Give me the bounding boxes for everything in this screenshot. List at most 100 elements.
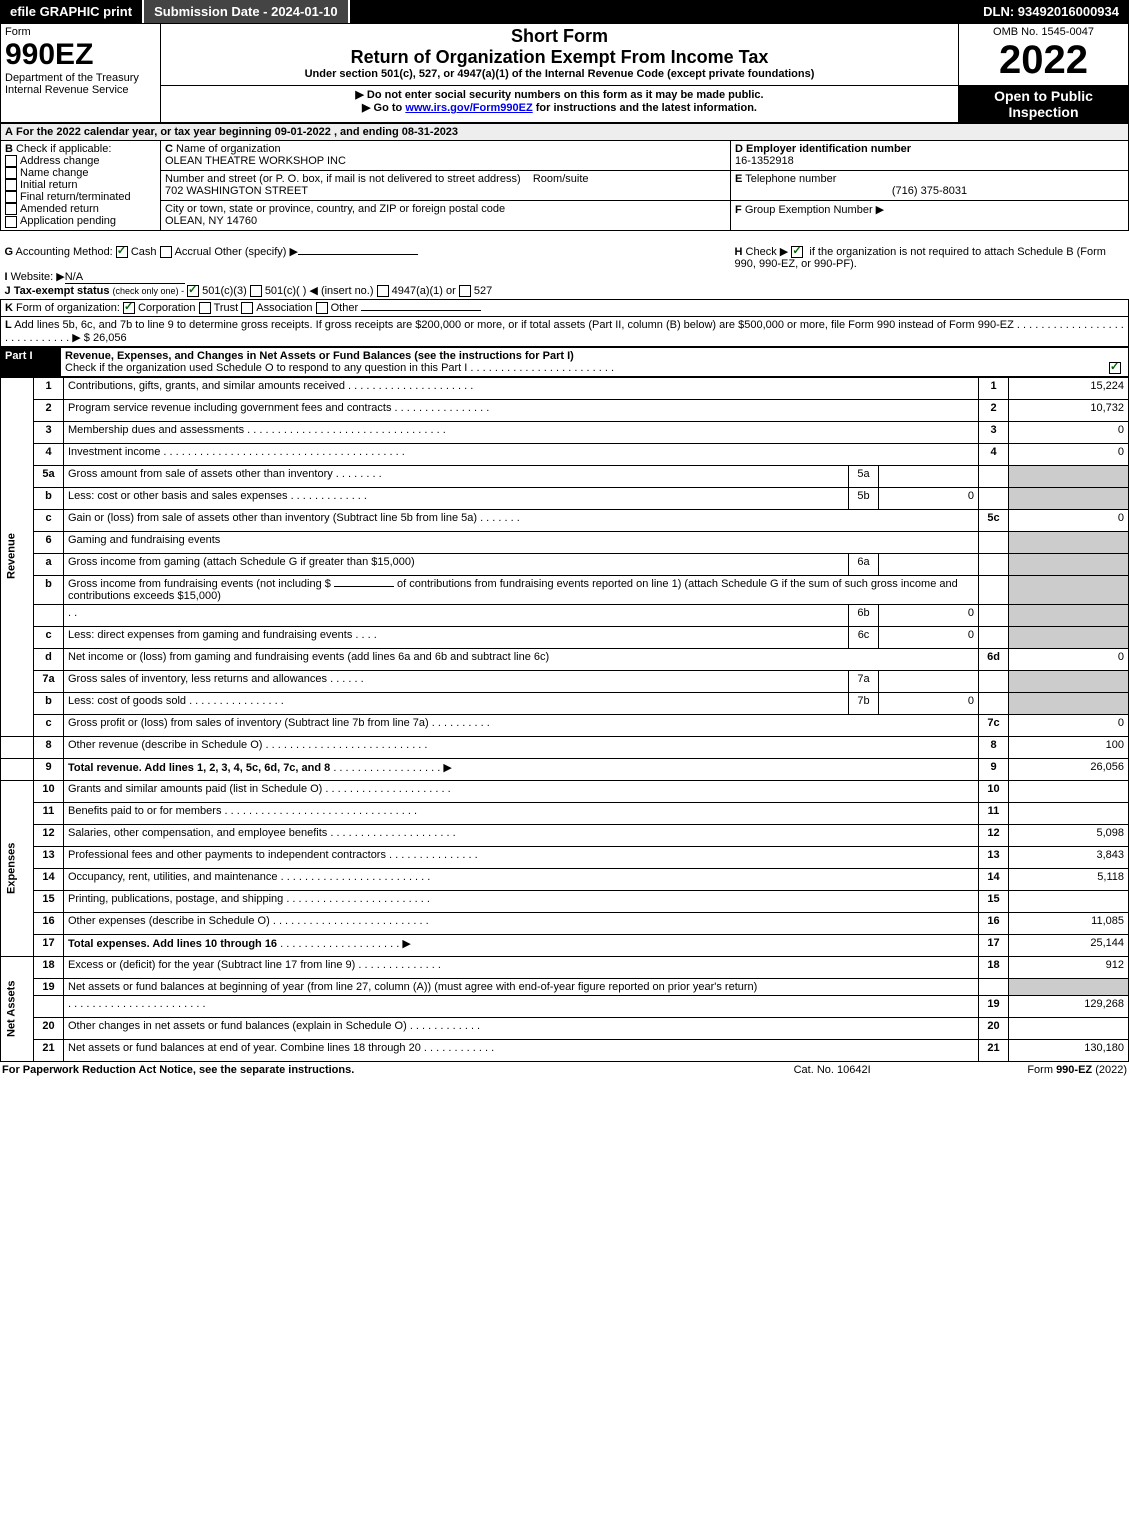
line-3-label: Membership dues and assessments — [68, 424, 244, 436]
line-21-num: 21 — [979, 1039, 1009, 1061]
line-8-val: 100 — [1009, 736, 1129, 758]
line-7b-label: Less: cost of goods sold — [68, 695, 186, 707]
line-5b-num-gray — [979, 487, 1009, 509]
checkbox-schedule-b[interactable] — [791, 246, 803, 258]
line-6a-val-gray — [1009, 553, 1129, 575]
line-16-val: 11,085 — [1009, 912, 1129, 934]
line-5a-subnum: 5a — [849, 465, 879, 487]
line-13-num: 13 — [979, 846, 1009, 868]
line-7a-subval — [879, 670, 979, 692]
line-16-num: 16 — [979, 912, 1009, 934]
line-15-num: 15 — [979, 890, 1009, 912]
checkbox-cash[interactable] — [116, 246, 128, 258]
line-5a-val-gray — [1009, 465, 1129, 487]
line-7c-val: 0 — [1009, 714, 1129, 736]
line-14-val: 5,118 — [1009, 868, 1129, 890]
line-6-label: Gaming and fundraising events — [64, 531, 979, 553]
part-i-table: Revenue 1 Contributions, gifts, grants, … — [0, 377, 1129, 1062]
city-label: City or town, state or province, country… — [165, 203, 505, 215]
opt-4947: 4947(a)(1) or — [392, 285, 456, 297]
line-5b-subval: 0 — [879, 487, 979, 509]
checkbox-4947[interactable] — [377, 285, 389, 297]
irs-label: Internal Revenue Service — [5, 84, 129, 96]
line-6c-num-gray — [979, 626, 1009, 648]
opt-501c3: 501(c)(3) — [202, 285, 247, 297]
title-return: Return of Organization Exempt From Incom… — [165, 47, 954, 68]
empty-left-2 — [1, 758, 34, 780]
line-5c-val: 0 — [1009, 509, 1129, 531]
line-1-label: Contributions, gifts, grants, and simila… — [68, 380, 345, 392]
section-net-assets: Net Assets — [1, 956, 34, 1061]
note-link[interactable]: ▶ Go to www.irs.gov/Form990EZ for instru… — [165, 101, 954, 114]
line-6b-val-gray — [1009, 575, 1129, 604]
line-7b-subnum: 7b — [849, 692, 879, 714]
submission-date: Submission Date - 2024-01-10 — [144, 0, 350, 23]
line-9-num: 9 — [979, 758, 1009, 780]
org-name: OLEAN THEATRE WORKSHOP INC — [165, 155, 346, 167]
checkbox-501c[interactable] — [250, 285, 262, 297]
checkbox-trust[interactable] — [199, 302, 211, 314]
omb: OMB No. 1545-0047 — [963, 26, 1124, 38]
opt-final-return: Final return/terminated — [20, 191, 131, 203]
checkbox-corporation[interactable] — [123, 302, 135, 314]
line-11-num: 11 — [979, 802, 1009, 824]
section-expenses: Expenses — [1, 780, 34, 956]
line-7b-subval: 0 — [879, 692, 979, 714]
efile-print-button[interactable]: efile GRAPHIC print — [0, 0, 144, 23]
line-6-num-gray — [979, 531, 1009, 553]
opt-corporation: Corporation — [138, 302, 195, 314]
line-12-label: Salaries, other compensation, and employ… — [68, 827, 327, 839]
part-i-label: Part I — [1, 347, 61, 376]
k-label: Form of organization: — [16, 302, 120, 314]
line-7a-label: Gross sales of inventory, less returns a… — [68, 673, 327, 685]
checkbox-other-org[interactable] — [316, 302, 328, 314]
line-6c-subval: 0 — [879, 626, 979, 648]
line-15-label: Printing, publications, postage, and shi… — [68, 893, 283, 905]
line-6b-label: Gross income from fundraising events (no… — [68, 578, 331, 590]
checkbox-initial-return[interactable] — [5, 179, 17, 191]
line-9-val: 26,056 — [1009, 758, 1129, 780]
line-7b-val-gray — [1009, 692, 1129, 714]
checkbox-amended-return[interactable] — [5, 203, 17, 215]
line-6b-amount-input[interactable] — [334, 586, 394, 587]
line-12-num: 12 — [979, 824, 1009, 846]
opt-other-specify: Other (specify) ▶ — [214, 246, 298, 258]
line-13-label: Professional fees and other payments to … — [68, 849, 386, 861]
line-4-label: Investment income — [68, 446, 160, 458]
j-label: Tax-exempt status — [14, 285, 110, 297]
line-8-num: 8 — [979, 736, 1009, 758]
checkbox-accrual[interactable] — [160, 246, 172, 258]
line-10-label: Grants and similar amounts paid (list in… — [68, 783, 322, 795]
other-method-input[interactable] — [298, 254, 418, 255]
line-21-label: Net assets or fund balances at end of ye… — [68, 1042, 421, 1054]
checkbox-association[interactable] — [241, 302, 253, 314]
opt-amended-return: Amended return — [20, 203, 99, 215]
checkbox-name-change[interactable] — [5, 167, 17, 179]
addr-label: Number and street (or P. O. box, if mail… — [165, 173, 521, 185]
checkbox-address-change[interactable] — [5, 155, 17, 167]
line-6b2-val-gray — [1009, 604, 1129, 626]
line-20-num: 20 — [979, 1017, 1009, 1039]
line-2-label: Program service revenue including govern… — [68, 402, 391, 414]
checkbox-final-return[interactable] — [5, 191, 17, 203]
line-6d-num: 6d — [979, 648, 1009, 670]
checkbox-schedule-o[interactable] — [1109, 362, 1121, 374]
line-16-label: Other expenses (describe in Schedule O) — [68, 915, 270, 927]
line-5a-num-gray — [979, 465, 1009, 487]
line-12-val: 5,098 — [1009, 824, 1129, 846]
other-org-input[interactable] — [361, 310, 481, 311]
opt-address-change: Address change — [20, 155, 100, 167]
line-6c-label: Less: direct expenses from gaming and fu… — [68, 629, 352, 641]
line-13-val: 3,843 — [1009, 846, 1129, 868]
checkbox-application-pending[interactable] — [5, 216, 17, 228]
line-3-num: 3 — [979, 421, 1009, 443]
line-20-label: Other changes in net assets or fund bala… — [68, 1020, 407, 1032]
l-text: Add lines 5b, 6c, and 7b to line 9 to de… — [14, 319, 1014, 331]
line-6b-subnum: 6b — [849, 604, 879, 626]
opt-other-org: Other — [331, 302, 359, 314]
line-19-num: 19 — [979, 995, 1009, 1017]
cat-no: Cat. No. 10642I — [751, 1064, 914, 1076]
checkbox-501c3[interactable] — [187, 285, 199, 297]
line-17-val: 25,144 — [1009, 934, 1129, 956]
checkbox-527[interactable] — [459, 285, 471, 297]
